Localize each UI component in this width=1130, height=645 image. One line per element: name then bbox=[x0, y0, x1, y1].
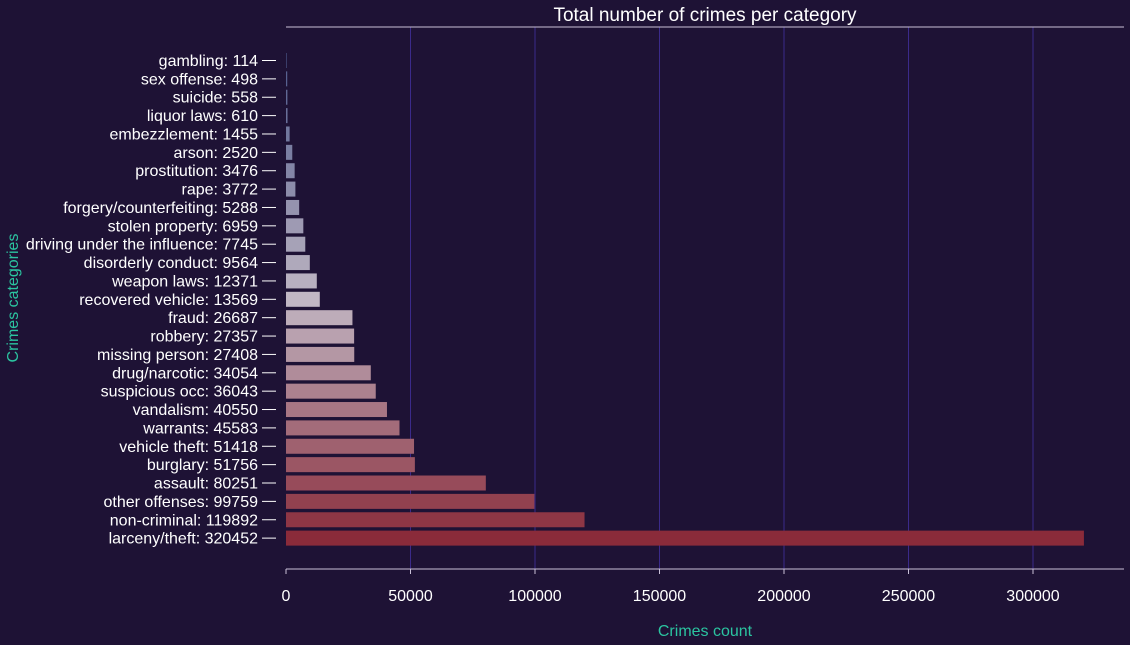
bars bbox=[286, 53, 1084, 546]
y-tick-label: suicide: 558 bbox=[173, 90, 258, 107]
y-tick-label: robbery: 27357 bbox=[150, 329, 258, 346]
y-tick-label: suspicious occ: 36043 bbox=[101, 384, 259, 401]
y-tick-label: vandalism: 40550 bbox=[133, 402, 259, 419]
bar bbox=[286, 144, 293, 160]
y-tick-label: other offenses: 99759 bbox=[104, 494, 259, 511]
bar bbox=[286, 89, 288, 105]
y-tick-label: missing person: 27408 bbox=[97, 347, 258, 364]
bar bbox=[286, 475, 486, 491]
x-tick-label: 0 bbox=[282, 588, 291, 605]
x-tick-label: 250000 bbox=[882, 588, 935, 605]
bar bbox=[286, 273, 317, 289]
bar bbox=[286, 199, 300, 215]
bar bbox=[286, 512, 585, 528]
bar bbox=[286, 181, 296, 197]
y-tick-label: liquor laws: 610 bbox=[147, 108, 258, 125]
bar bbox=[286, 457, 415, 473]
y-tick-label: vehicle theft: 51418 bbox=[119, 439, 258, 456]
bar bbox=[286, 71, 288, 87]
y-tick-label: weapon laws: 12371 bbox=[111, 273, 258, 290]
x-tick-label: 100000 bbox=[508, 588, 561, 605]
y-tick-label: rape: 3772 bbox=[181, 182, 258, 199]
y-tick-label: prostitution: 3476 bbox=[135, 163, 258, 180]
y-tick-label: fraud: 26687 bbox=[168, 310, 258, 327]
y-tick-label: disorderly conduct: 9564 bbox=[84, 255, 258, 272]
bar bbox=[286, 420, 400, 436]
y-tick-label: arson: 2520 bbox=[173, 145, 258, 162]
y-tick-label: drug/narcotic: 34054 bbox=[112, 365, 258, 382]
bar bbox=[286, 383, 376, 399]
y-tick-label: gambling: 114 bbox=[159, 53, 258, 70]
bar bbox=[286, 365, 371, 381]
bar bbox=[286, 218, 304, 234]
bar bbox=[286, 328, 355, 344]
bar bbox=[286, 255, 310, 271]
x-ticks: 0 50000 100000 150000 200000 250000 300000 bbox=[282, 569, 1060, 605]
bar bbox=[286, 493, 535, 509]
y-tick-label: embezzlement: 1455 bbox=[109, 126, 258, 143]
bar bbox=[286, 236, 306, 252]
bar bbox=[286, 310, 353, 326]
y-tick-label: driving under the influence: 7745 bbox=[26, 237, 258, 254]
y-tick-label: recovered vehicle: 13569 bbox=[79, 292, 258, 309]
bar bbox=[286, 402, 387, 418]
bar bbox=[286, 291, 320, 307]
bar bbox=[286, 438, 415, 454]
bar bbox=[286, 108, 288, 124]
x-tick-label: 50000 bbox=[388, 588, 433, 605]
y-tick-label: stolen property: 6959 bbox=[108, 218, 258, 235]
x-tick-label: 200000 bbox=[757, 588, 810, 605]
bar bbox=[286, 163, 295, 179]
bar bbox=[286, 346, 355, 362]
chart-title: Total number of crimes per category bbox=[553, 5, 857, 26]
bar bbox=[286, 53, 287, 68]
y-tick-label: warrants: 45583 bbox=[142, 420, 258, 437]
bar bbox=[286, 126, 290, 142]
y-axis-title: Crimes categories bbox=[5, 234, 22, 363]
bar bbox=[286, 530, 1084, 546]
y-tick-label: larceny/theft: 320452 bbox=[109, 531, 259, 548]
x-axis-title: Crimes count bbox=[658, 623, 753, 640]
y-tick-label: non-criminal: 119892 bbox=[110, 512, 258, 529]
y-tick-label: sex offense: 498 bbox=[141, 71, 258, 88]
y-tick-label: burglary: 51756 bbox=[147, 457, 258, 474]
y-tick-label: forgery/counterfeiting: 5288 bbox=[63, 200, 258, 217]
x-tick-label: 300000 bbox=[1006, 588, 1059, 605]
x-tick-label: 150000 bbox=[633, 588, 686, 605]
gridlines bbox=[410, 27, 1034, 569]
y-tick-label: assault: 80251 bbox=[154, 476, 258, 493]
